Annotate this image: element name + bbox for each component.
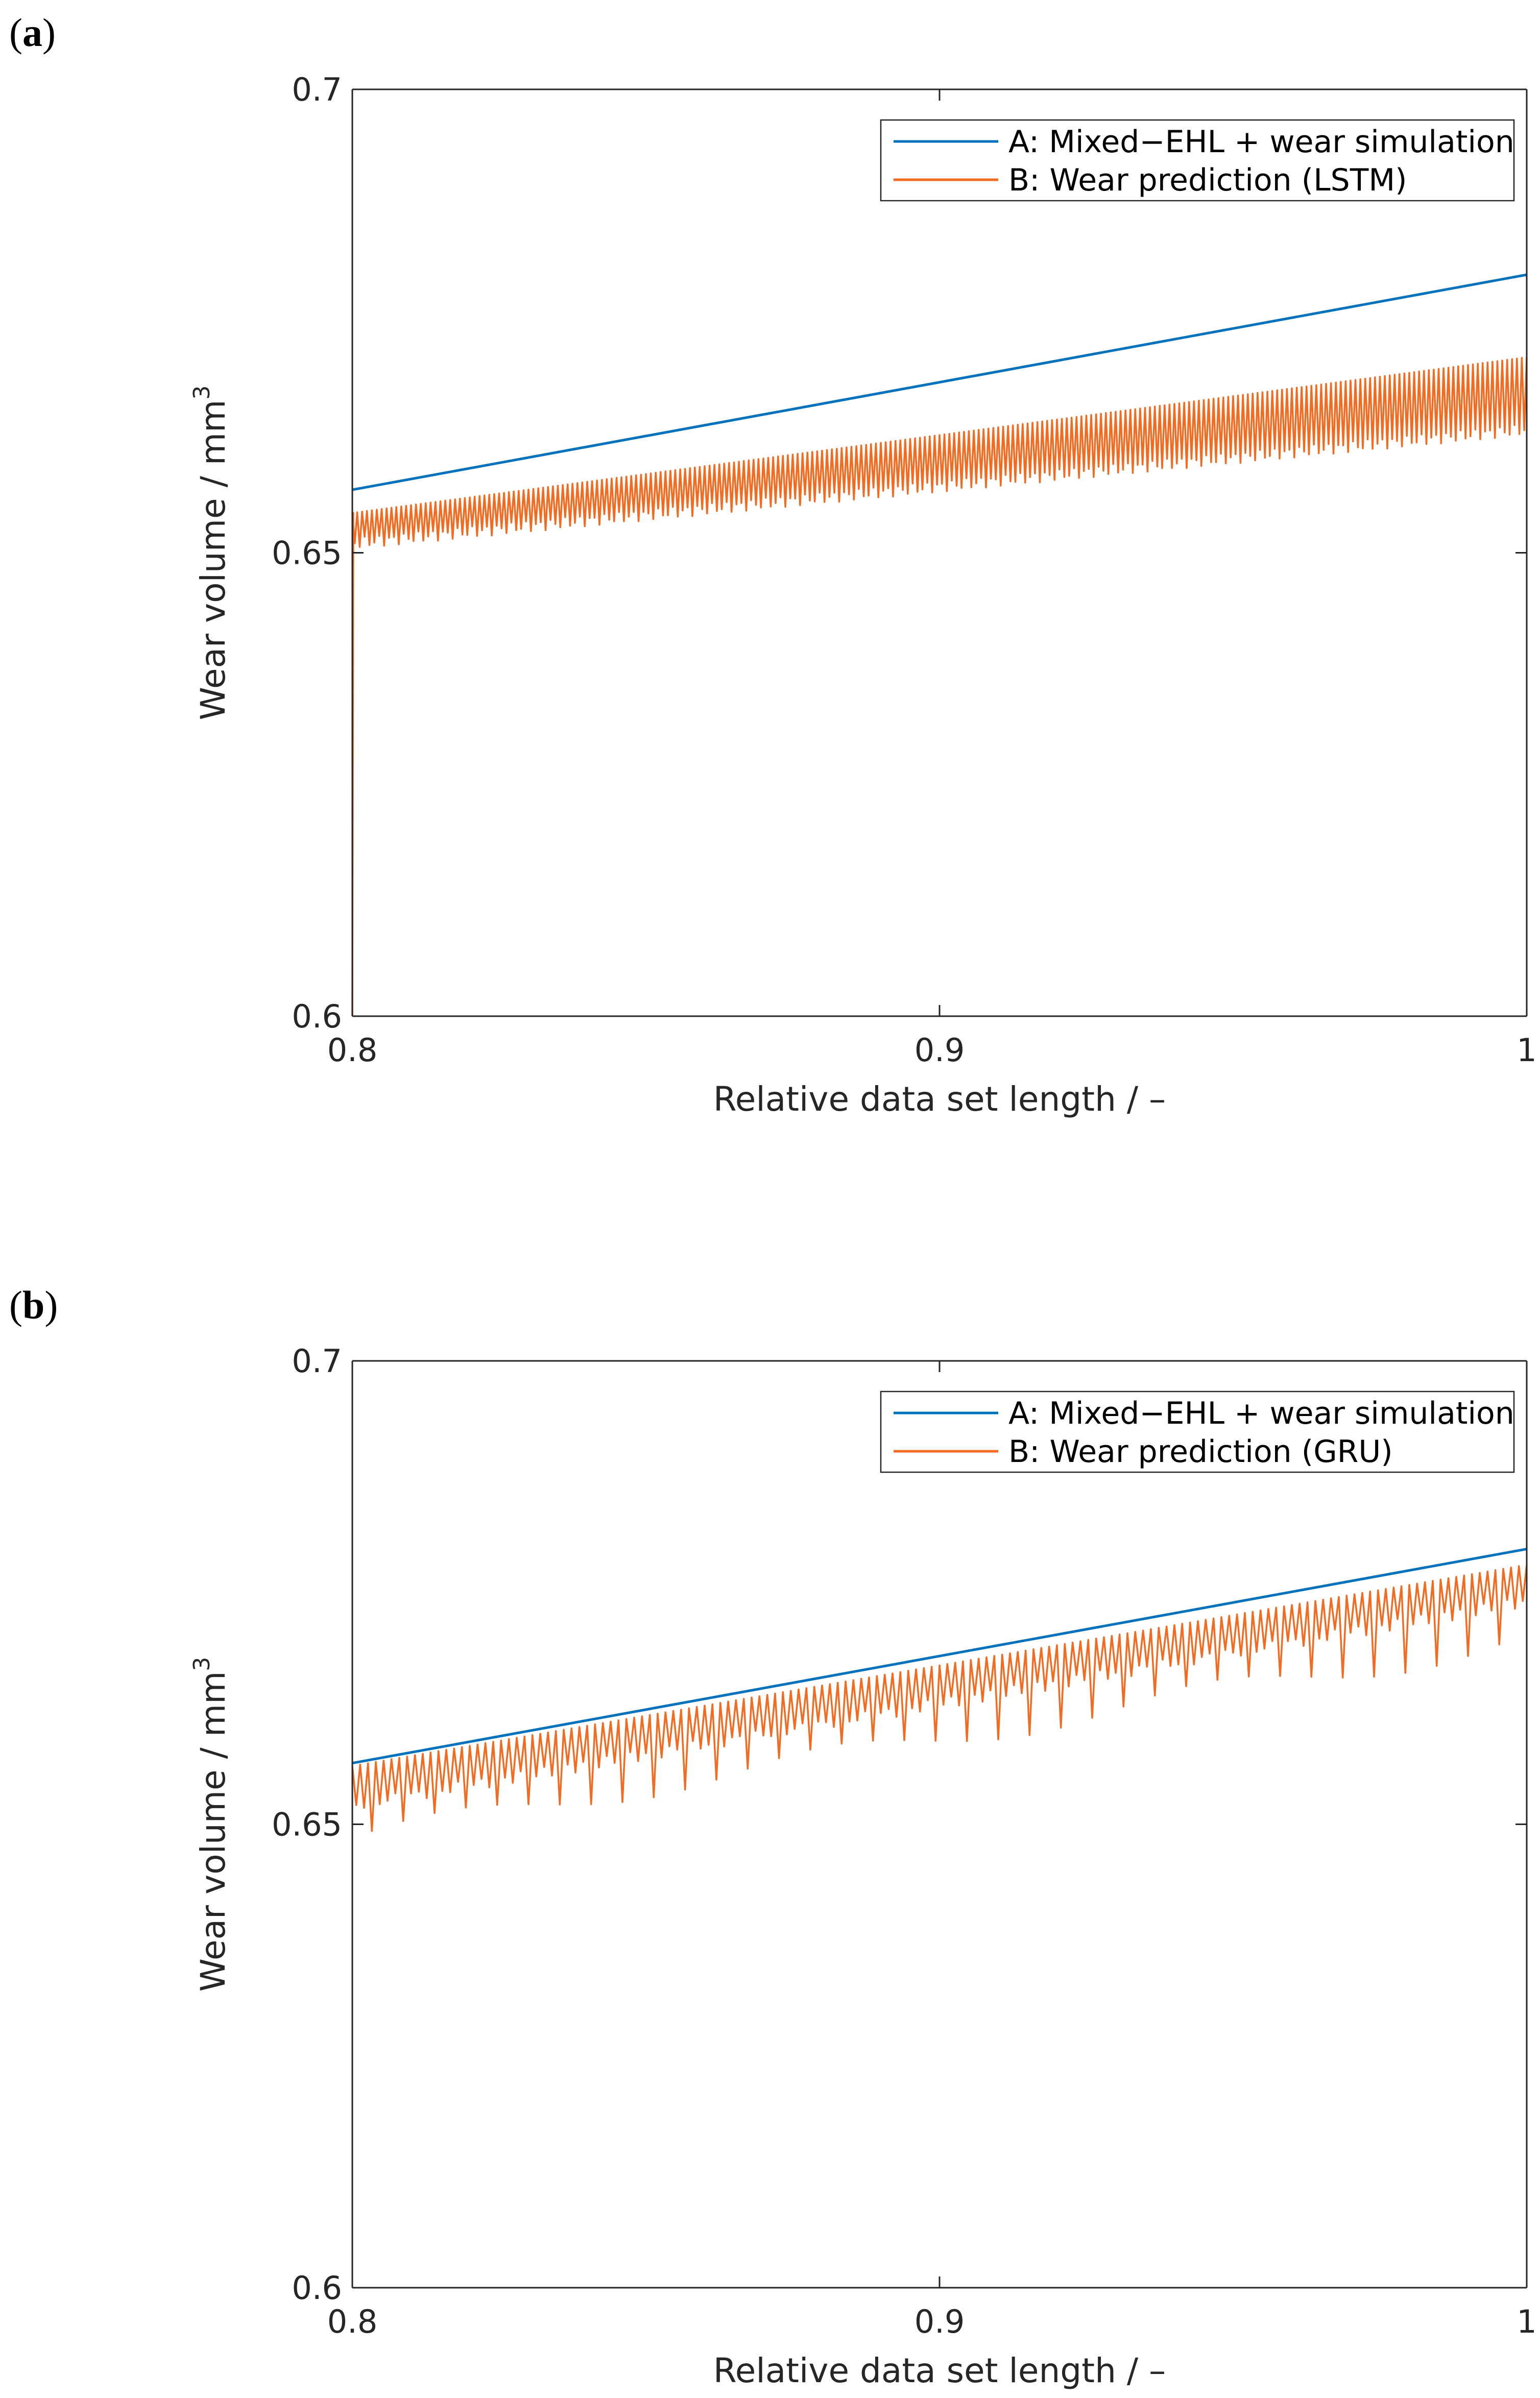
panel-a-x-tick-label: 0.9	[915, 1032, 965, 1069]
panel-b-x-axis-title: Relative data set length / –	[713, 2351, 1166, 2390]
panel-a-y-axis-title-text: Wear volume / mm	[194, 400, 233, 721]
panel-b-x-tick-label: 0.9	[915, 2303, 965, 2340]
panel-a-x-axis-title: Relative data set length / –	[713, 1080, 1166, 1119]
panel-a-series-a-line	[352, 273, 1527, 491]
panel-b-x-tick-label: 0.8	[327, 2303, 378, 2340]
panel-b-y-tick-label: 0.7	[292, 1342, 342, 1380]
panel-a-plot-background	[352, 89, 1527, 1016]
panel-a-y-axis-title-superscript: 3	[189, 386, 215, 400]
panel-b-y-tick-label: 0.65	[272, 1806, 342, 1843]
panel-b-series-b-line	[351, 1565, 1528, 1832]
panel-a-legend-label-a: A: Mixed−EHL + wear simulation	[1008, 124, 1514, 160]
panel-a-x-tick-label: 0.8	[327, 1032, 378, 1069]
panel-b-series-a-line	[352, 1547, 1527, 1765]
panel-label-a: (a)	[9, 10, 56, 55]
panel-b-y-axis-title: Wear volume / mm3	[189, 1657, 233, 1992]
panel-label-b: (b)	[9, 1283, 58, 1327]
panel-b-y-axis-title-superscript: 3	[189, 1657, 215, 1671]
panel-b-plot-background	[352, 1361, 1527, 2288]
plot-area-b: 0.8 0.9 1 0.6 0.65 0.7 Relative data set lengt…	[189, 1342, 1537, 2390]
panel-a-y-axis-title: Wear volume / mm3	[189, 386, 233, 721]
panel-b-legend-label-b: B: Wear prediction (GRU)	[1008, 1434, 1393, 1470]
panel-a-y-tick-label: 0.7	[292, 71, 342, 108]
panel-a-legend-box	[880, 119, 1515, 202]
panel-b-legend-label-a: A: Mixed−EHL + wear simulation	[1008, 1396, 1514, 1431]
panel-b-y-axis-title-text: Wear volume / mm	[194, 1671, 233, 1992]
plot-area-a: 0.8 0.9 1 0.6 0.65 0.7 Relative data set lengt…	[189, 71, 1537, 1119]
panel-a-y-tick-label: 0.6	[292, 998, 342, 1035]
chart-panel-a: (a) 0.8 0.9 1 0.6 0.65 0.7 Relative data set l…	[9, 10, 1537, 1119]
panel-a-x-tick-label: 1	[1517, 1032, 1536, 1069]
panel-a-series-b-line	[351, 357, 1528, 1017]
panel-label-b-letter: b	[22, 1283, 44, 1327]
panel-b-x-tick-label: 1	[1517, 2303, 1536, 2340]
panel-b-y-tick-label: 0.6	[292, 2269, 342, 2307]
panel-a-legend-label-b: B: Wear prediction (LSTM)	[1008, 162, 1407, 198]
panel-b-legend-box	[880, 1390, 1515, 1473]
panel-a-y-tick-label: 0.65	[272, 535, 342, 572]
panel-label-a-letter: a	[22, 10, 42, 55]
chart-panel-b: (b) 0.8 0.9 1 0.6 0.65 0.7 Relative data set l…	[9, 1283, 1537, 2390]
